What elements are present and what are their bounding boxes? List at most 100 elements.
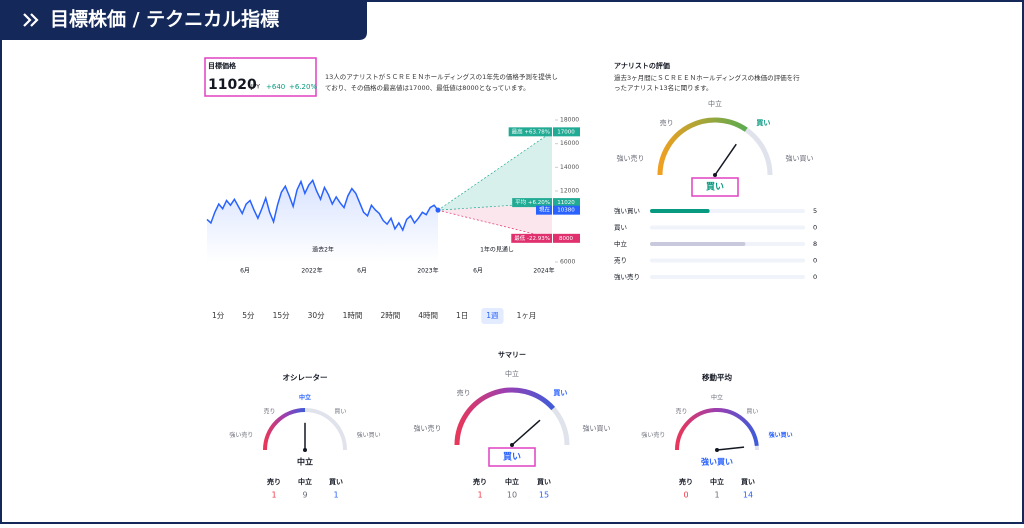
gauge-label: 中立: [505, 369, 519, 378]
interval-button[interactable]: 30分: [308, 311, 326, 320]
forecast-label: 最低 -22.93%: [514, 234, 550, 242]
target-description: ており、その価格の最高値は17000、最低値は8000となっています。: [325, 83, 530, 92]
rating-label: 強い売り: [614, 272, 640, 281]
forecast-label: 最高 +63.78%: [512, 127, 550, 135]
count-value: 1: [333, 491, 338, 500]
interval-button[interactable]: 5分: [242, 311, 255, 320]
forecast-value: 11020: [557, 200, 575, 206]
rating-value: 8: [813, 240, 817, 248]
analyst-description: ったアナリスト13名に聞ります。: [614, 83, 713, 92]
count-label: 買い: [536, 477, 551, 486]
x-tick-label: 6月: [357, 268, 367, 275]
count-value: 1: [271, 491, 276, 500]
forecast-line: [437, 202, 553, 211]
forecast-label: 平均 +6.20%: [515, 198, 550, 206]
interval-button[interactable]: 1日: [456, 311, 468, 320]
forecast-value: 17000: [557, 129, 575, 135]
gauge-label: 中立: [711, 394, 723, 402]
count-label: 中立: [298, 477, 312, 486]
gauge-hub: [510, 443, 514, 447]
x-tick-label: 2024年: [533, 267, 554, 275]
x-tick-label: 2023年: [417, 267, 438, 275]
interval-button[interactable]: 2時間: [380, 311, 400, 320]
interval-button[interactable]: 1ヶ月: [517, 311, 537, 320]
forecast-label: 現在: [539, 206, 551, 214]
rating-value: 0: [813, 224, 817, 232]
gauge-label: 強い売り: [229, 431, 253, 439]
rating-label: 売り: [614, 256, 627, 265]
gauge-hub: [713, 173, 717, 177]
rating-track: [650, 258, 805, 263]
analyst-title: アナリストの評価: [614, 61, 670, 70]
gauge-label: 強い売り: [617, 153, 645, 162]
interval-button[interactable]: 15分: [273, 311, 291, 320]
y-tick-label: 14000: [560, 164, 579, 171]
target-change-pct: +6.20%: [289, 83, 317, 91]
gauge-label: 強い買い: [357, 431, 381, 439]
gauge-fill: [454, 387, 556, 446]
rating-value: 0: [813, 257, 817, 265]
gauge-label: 売り: [457, 388, 471, 397]
count-label: 中立: [710, 477, 724, 486]
forecast-label-bg: [512, 198, 552, 208]
analyst-description: 過去3ヶ月間にＳＣＲＥＥＮホールディングスの株価の評価を行: [614, 73, 800, 82]
rating-track: [650, 275, 805, 279]
past-label: 過去2年: [312, 246, 334, 254]
price-area: [207, 180, 438, 262]
gauge-label: 強い売り: [641, 431, 665, 439]
rating-track: [650, 225, 805, 230]
forecast-line: [437, 209, 553, 239]
gauge-label: 強い買い: [582, 424, 610, 432]
gauge-fill: [263, 408, 306, 451]
y-tick-label: 6000: [560, 259, 575, 266]
gauge-track: [675, 408, 759, 451]
count-value: 0: [683, 491, 688, 500]
interval-button[interactable]: 4時間: [418, 311, 438, 320]
y-tick-label: 16000: [560, 140, 579, 147]
gauge-label: 買い: [334, 408, 346, 415]
result-highlight: [691, 177, 739, 197]
gauge-label: 売り: [676, 407, 688, 415]
x-tick-label: 6月: [473, 268, 483, 275]
interval-selected-bg: [481, 308, 504, 324]
target-price: 11020: [208, 77, 257, 93]
target-label: 目標価格: [208, 61, 237, 70]
gauge-fill: [675, 408, 759, 451]
x-tick-label: 2022年: [301, 267, 322, 275]
count-label: 買い: [740, 477, 755, 486]
count-label: 中立: [505, 477, 519, 486]
gauge-label: 買い: [746, 408, 758, 415]
interval-button[interactable]: 1時間: [343, 311, 363, 320]
y-tick-label: 18000: [560, 117, 579, 124]
gauge-track: [454, 387, 570, 446]
header-icon: [23, 13, 39, 27]
gauge-result: 強い買い: [701, 457, 733, 467]
rating-label: 買い: [614, 224, 627, 232]
count-label: 買い: [328, 477, 343, 486]
rating-value: 5: [813, 207, 817, 215]
forecast-line: [437, 131, 553, 211]
gauge-label: 売り: [264, 407, 276, 415]
forecast-value: 10380: [557, 208, 575, 214]
interval-button[interactable]: 1週: [486, 311, 499, 320]
result-highlight: [488, 447, 536, 467]
rating-bar: [650, 242, 746, 246]
interval-button[interactable]: 1分: [212, 311, 225, 320]
count-value: 1: [477, 491, 482, 500]
gauge-label: 強い買い: [785, 154, 813, 162]
gauge-result: 中立: [297, 457, 313, 467]
current-dot: [435, 207, 441, 213]
gauge-result: 買い: [503, 452, 521, 463]
forecast-label-bg: [511, 233, 552, 243]
header-title: 目標株価 / テクニカル指標: [50, 8, 279, 31]
y-tick-label: 12000: [560, 188, 579, 195]
count-label: 売り: [473, 477, 487, 486]
gauge-label: 買い: [755, 118, 770, 127]
rating-bar: [650, 209, 710, 213]
count-value: 9: [302, 491, 307, 500]
gauge-hub: [715, 448, 719, 452]
rating-label: 強い買い: [614, 207, 640, 215]
